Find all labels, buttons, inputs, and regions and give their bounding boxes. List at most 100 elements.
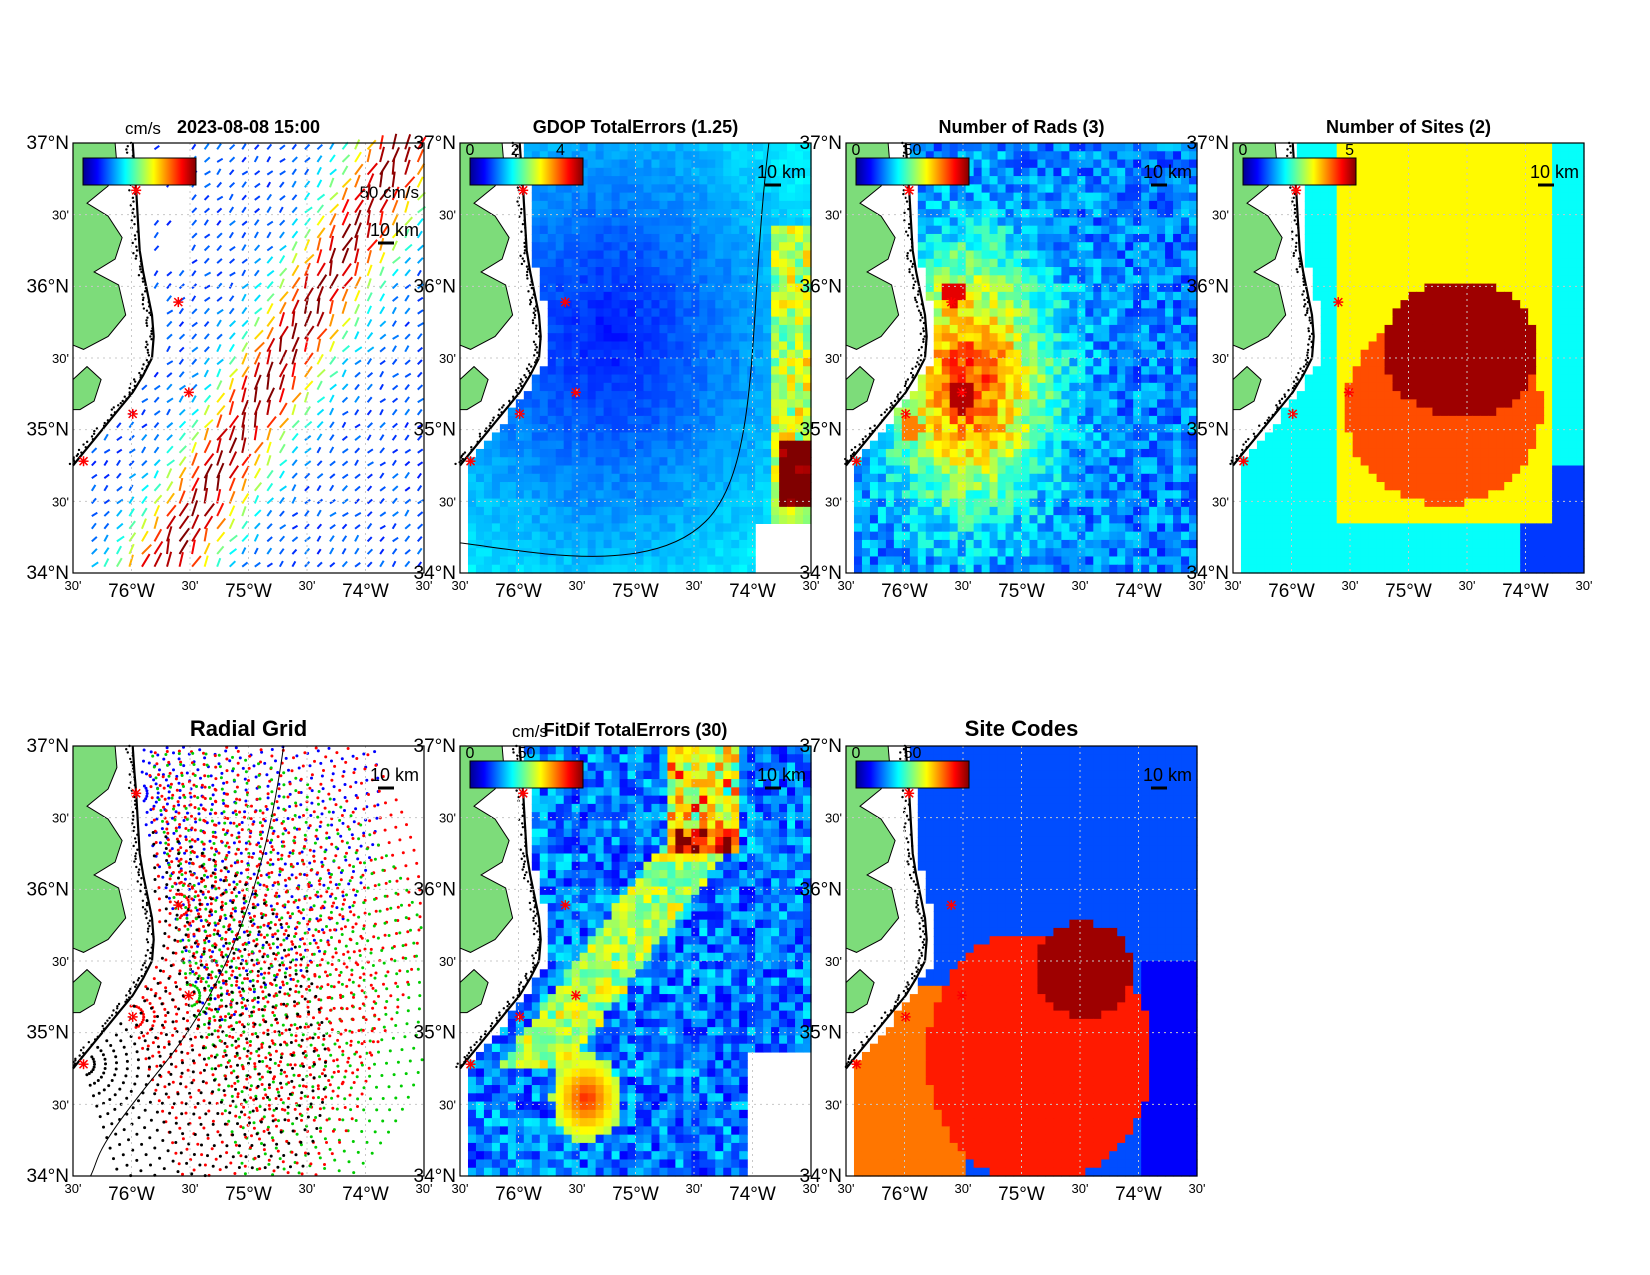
field-cell <box>1173 366 1182 376</box>
field-cell <box>1133 366 1142 376</box>
field-cell <box>1061 267 1070 276</box>
current-vector <box>354 562 361 568</box>
field-cell <box>683 473 692 483</box>
field-cell <box>643 242 653 252</box>
field-cell <box>699 308 708 318</box>
field-cell <box>1125 432 1134 442</box>
field-cell <box>803 498 812 508</box>
field-cell <box>771 498 780 508</box>
field-cell <box>699 366 708 376</box>
current-vector <box>404 200 410 213</box>
current-vector <box>204 233 211 239</box>
current-vector <box>216 296 223 302</box>
current-vector <box>178 490 186 504</box>
field-cell <box>555 498 565 508</box>
field-cell <box>1021 539 1031 549</box>
field-cell <box>941 316 951 326</box>
field-cell <box>739 399 748 409</box>
current-vector <box>328 260 333 276</box>
radar-site-marker <box>78 456 89 467</box>
field-cell <box>1125 324 1134 334</box>
field-cell <box>997 300 1007 309</box>
field-cell <box>707 283 716 293</box>
field-cell <box>1173 143 1182 152</box>
field-cell <box>571 407 581 417</box>
field-cell <box>739 515 748 524</box>
field-cell <box>683 399 692 409</box>
field-cell <box>981 556 991 566</box>
current-vector <box>241 424 246 441</box>
coast-detail-dot <box>533 307 536 310</box>
field-cell <box>917 515 927 524</box>
field-cell <box>933 358 943 367</box>
field-cell <box>611 548 621 558</box>
field-cell <box>771 233 780 243</box>
coast-detail-dot <box>461 457 465 461</box>
field-cell <box>1061 539 1070 549</box>
field-cell <box>643 176 653 185</box>
field-cell <box>893 473 903 483</box>
field-cell <box>1181 151 1190 161</box>
field-cell <box>1013 159 1023 169</box>
field-cell <box>771 324 780 334</box>
field-cell <box>1061 440 1070 450</box>
field-cell <box>1181 358 1190 367</box>
field-cell <box>651 217 661 227</box>
coast-detail-dot <box>508 399 511 403</box>
field-cell <box>611 143 621 152</box>
coast-detail-dot <box>133 222 136 226</box>
field-cell <box>659 564 669 574</box>
field-cell <box>747 440 756 450</box>
field-cell <box>739 374 748 384</box>
field-cell <box>981 275 991 285</box>
field-cell <box>627 209 637 219</box>
field-cell <box>1069 432 1078 442</box>
field-cell <box>579 159 589 169</box>
field-cell <box>531 258 541 268</box>
field-cell <box>1141 358 1150 367</box>
field-cell <box>579 250 589 260</box>
field-cell <box>1141 399 1150 409</box>
field-cell <box>619 242 629 252</box>
colorbar-tick-label: 0 <box>466 142 475 159</box>
field-cell <box>627 498 637 508</box>
current-vector <box>128 484 134 492</box>
field-cell <box>547 482 557 491</box>
field-cell <box>787 267 796 276</box>
field-cell <box>997 167 1007 177</box>
field-cell <box>1021 167 1031 177</box>
field-cell <box>571 539 581 549</box>
field-cell <box>1117 308 1126 318</box>
field-cell <box>683 250 692 260</box>
field-cell <box>731 382 740 392</box>
field-cell <box>1029 192 1039 202</box>
field-cell <box>683 539 692 549</box>
field-cell <box>901 556 911 566</box>
lat-tick-label: 30' <box>52 208 69 223</box>
field-cell <box>611 424 621 434</box>
lon-tick-label: 30' <box>65 578 82 593</box>
field-cell <box>981 415 991 425</box>
field-cell <box>1045 217 1055 227</box>
field-cell <box>531 515 541 524</box>
field-cell <box>1117 267 1126 276</box>
field-cell <box>803 341 812 351</box>
current-vector <box>153 231 159 239</box>
current-vector <box>392 422 398 429</box>
current-vector <box>391 228 402 239</box>
field-cell <box>587 242 597 252</box>
field-cell <box>1101 531 1110 541</box>
field-cell <box>491 548 501 558</box>
field-cell <box>1157 233 1166 243</box>
field-cell <box>619 531 629 541</box>
field-cell <box>957 366 967 376</box>
current-vector <box>404 359 411 366</box>
field-cell <box>547 242 557 252</box>
field-cell <box>1157 176 1166 185</box>
field-cell <box>763 506 772 516</box>
current-vector <box>191 333 198 340</box>
field-cell <box>643 531 653 541</box>
field-cell <box>755 490 764 500</box>
field-cell <box>675 399 684 409</box>
field-cell <box>1093 267 1102 276</box>
